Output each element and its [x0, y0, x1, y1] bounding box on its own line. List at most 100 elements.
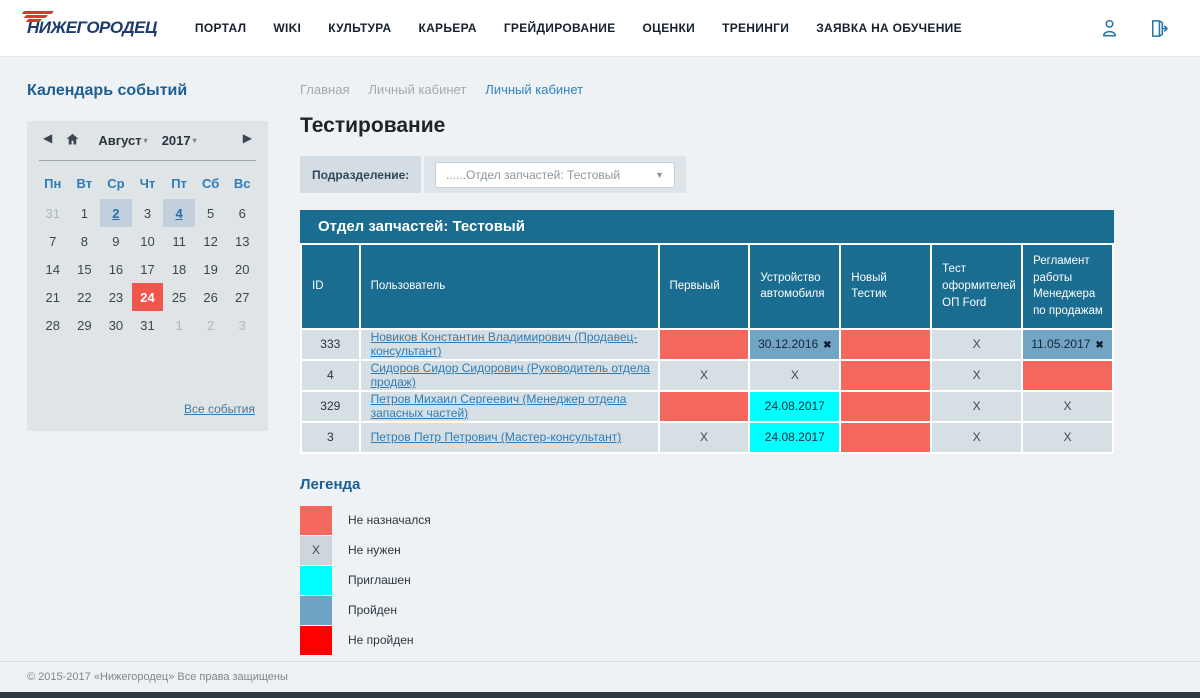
calendar-day[interactable]: 1	[69, 199, 101, 227]
user-cell: Петров Михаил Сергеевич (Менеджер отдела…	[358, 389, 660, 423]
calendar-day[interactable]: 15	[69, 255, 101, 283]
calendar-day-number: 5	[207, 205, 215, 221]
legend-swatch	[300, 595, 332, 625]
calendar-day[interactable]: 29	[69, 311, 101, 339]
calendar-day[interactable]: 1	[163, 311, 195, 339]
menu-item-1[interactable]: WIKI	[273, 21, 302, 35]
user-link[interactable]: Сидоров Сидор Сидорович (Руководитель от…	[370, 361, 650, 390]
menu-item-2[interactable]: КУЛЬТУРА	[328, 21, 392, 35]
status-cell-not_needed: X	[930, 420, 1024, 454]
calendar-day-number: 3	[238, 317, 246, 333]
calendar-home-icon[interactable]	[65, 132, 80, 147]
calendar-day[interactable]: 3	[132, 199, 164, 227]
status-cell-not_assigned	[657, 327, 751, 361]
calendar-prev-icon[interactable]: ◀	[43, 131, 53, 145]
logo[interactable]: НИЖЕГОРОДЕЦ	[21, 11, 157, 38]
status-cell-not_assigned	[839, 389, 933, 423]
calendar-day[interactable]: 30	[100, 311, 132, 339]
status-cell-invited: 24.08.2017	[748, 420, 842, 454]
calendar-day-number: 24	[140, 289, 155, 305]
calendar-day-number: 13	[234, 233, 250, 249]
calendar-day[interactable]: 5	[195, 199, 227, 227]
calendar-day[interactable]: 26	[195, 283, 227, 311]
calendar-title: Календарь событий	[27, 82, 188, 99]
calendar-day[interactable]: 31	[37, 199, 69, 227]
user-link[interactable]: Петров Михаил Сергеевич (Менеджер отдела…	[370, 392, 627, 421]
profile-icon[interactable]	[1098, 17, 1121, 40]
status-cell-text: X	[972, 430, 981, 445]
calendar-day[interactable]: 23	[100, 283, 132, 311]
calendar-day[interactable]: 2	[195, 311, 227, 339]
breadcrumb-item-1[interactable]: Личный кабинет	[368, 82, 467, 97]
calendar-day[interactable]: 18	[163, 255, 195, 283]
calendar-day-number: 12	[203, 233, 218, 249]
calendar-day[interactable]: 27	[226, 283, 258, 311]
calendar-day[interactable]: 22	[69, 283, 101, 311]
status-cell-text: X	[790, 368, 799, 383]
menu-item-6[interactable]: ТРЕНИНГИ	[722, 21, 790, 35]
calendar-day[interactable]: 19	[195, 255, 227, 283]
calendar-day[interactable]: 3	[226, 311, 258, 339]
status-cell-not_needed: X	[930, 327, 1024, 361]
menu-item-7[interactable]: ЗАЯВКА НА ОБУЧЕНИЕ	[816, 21, 962, 35]
logout-icon[interactable]	[1147, 17, 1170, 40]
column-header-2: Первыый	[657, 243, 751, 330]
testing-table: Отдел запчастей: Тестовый ID Пользователь…	[300, 210, 1114, 454]
calendar-day[interactable]: 6	[226, 199, 258, 227]
menu-item-4[interactable]: ГРЕЙДИРОВАНИЕ	[503, 21, 616, 35]
calendar-day[interactable]: 10	[132, 227, 164, 255]
calendar-day[interactable]: 14	[37, 255, 69, 283]
main-content: Главная Личный кабинет Личный кабинет Тест…	[285, 57, 1200, 663]
calendar-day[interactable]: 4	[163, 199, 195, 227]
calendar-day[interactable]: 20	[226, 255, 258, 283]
calendar-day-number: 2	[112, 205, 120, 221]
calendar-day[interactable]: 28	[37, 311, 69, 339]
calendar-day[interactable]: 8	[69, 227, 101, 255]
calendar-day[interactable]: 7	[37, 227, 69, 255]
menu-item-5[interactable]: ОЦЕНКИ	[642, 21, 696, 35]
year-select[interactable]: 2017 ▾	[162, 133, 197, 148]
remove-date-icon[interactable]: ✖	[1095, 340, 1104, 352]
calendar-day-number: 11	[172, 233, 186, 249]
status-cell-text: X	[1063, 399, 1072, 414]
weekday-label: Ср	[107, 175, 125, 191]
menu-item-3[interactable]: КАРЬЕРА	[418, 21, 477, 35]
calendar-day-number: 27	[234, 289, 250, 305]
calendar-day[interactable]: 9	[100, 227, 132, 255]
calendar-day[interactable]: 16	[100, 255, 132, 283]
calendar-day[interactable]: 21	[37, 283, 69, 311]
legend-label: Не нужен	[348, 543, 401, 558]
division-select[interactable]: ......Отдел запчастей: Тестовый ▼	[435, 161, 675, 188]
calendar-day[interactable]: 13	[226, 227, 258, 255]
bottom-strip	[0, 692, 1200, 698]
calendar-day[interactable]: 2	[100, 199, 132, 227]
calendar-day-number: 1	[80, 205, 88, 221]
calendar-day[interactable]: 31	[132, 311, 164, 339]
legend-label: Пройден	[348, 603, 397, 618]
month-select[interactable]: Август ▾	[98, 133, 147, 148]
calendar-day-number: 8	[80, 233, 88, 249]
calendar-day-number: 26	[203, 289, 218, 305]
calendar-next-icon[interactable]: ▶	[242, 131, 252, 145]
calendar-day[interactable]: 25	[163, 283, 195, 311]
menu-item-0[interactable]: ПОРТАЛ	[194, 21, 247, 35]
all-events-link[interactable]: Все события	[183, 402, 255, 416]
top-nav-bar: НИЖЕГОРОДЕЦ ПОРТАЛ WIKI КУЛЬТУРА КАРЬЕРА ГРЕ…	[0, 0, 1200, 57]
calendar-day-number: 31	[140, 317, 155, 333]
status-cell-not_assigned	[839, 327, 933, 361]
table-row: 333 Новиков Константин Владимирович (Прод…	[300, 327, 1114, 361]
table-row: 329 Петров Михаил Сергеевич (Менеджер отд…	[300, 389, 1114, 423]
user-link[interactable]: Петров Петр Петрович (Мастер-консультант…	[370, 430, 622, 445]
header-icons	[1098, 17, 1170, 40]
status-cell-not_needed: X	[930, 389, 1024, 423]
calendar-day[interactable]: 24	[131, 283, 164, 311]
calendar-day[interactable]: 17	[132, 255, 164, 283]
breadcrumb-item-0[interactable]: Главная	[300, 82, 350, 97]
column-header-4: Новый Тестик	[839, 243, 933, 330]
legend-item-2: Приглашен	[300, 565, 1115, 595]
calendar-day[interactable]: 12	[195, 227, 227, 255]
breadcrumb-item-2[interactable]: Личный кабинет	[485, 82, 584, 97]
remove-date-icon[interactable]: ✖	[823, 340, 832, 352]
user-link[interactable]: Новиков Константин Владимирович (Продаве…	[370, 330, 638, 359]
calendar-day[interactable]: 11	[163, 227, 195, 255]
